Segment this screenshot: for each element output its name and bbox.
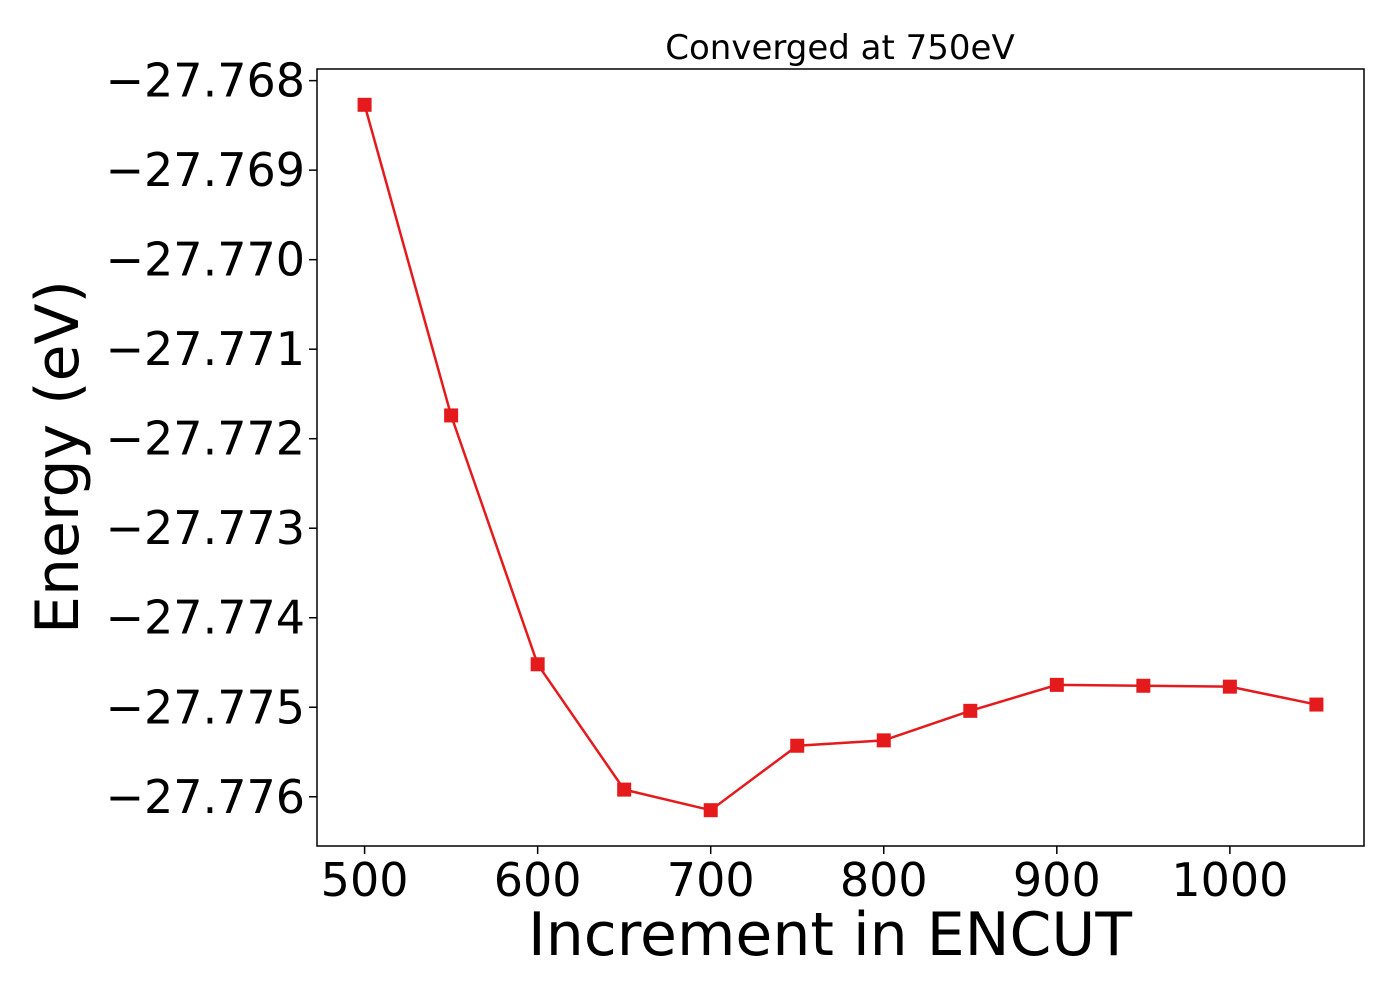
- x-axis: 500 600 700 800 900 1000: [321, 846, 1288, 907]
- y-tick-label: −27.771: [106, 322, 306, 376]
- y-tick-label: −27.773: [106, 501, 306, 555]
- data-point: [1136, 678, 1151, 693]
- x-tick-label: 1000: [1171, 853, 1288, 907]
- data-point: [357, 97, 372, 112]
- data-point: [530, 657, 545, 672]
- y-tick-label: −27.774: [106, 591, 306, 645]
- y-tick-label: −27.775: [106, 680, 306, 734]
- series-layer: [357, 97, 1324, 818]
- y-tick-label: −27.770: [106, 233, 306, 287]
- y-axis: −27.768 −27.769 −27.770 −27.771 −27.772 −27.7…: [106, 54, 317, 824]
- data-point: [963, 703, 978, 718]
- data-point: [1049, 677, 1064, 692]
- x-tick-label: 900: [1013, 853, 1101, 907]
- series-line: [363, 104, 1317, 812]
- data-point: [876, 733, 891, 748]
- data-point: [703, 803, 718, 818]
- y-tick-label: −27.768: [106, 54, 306, 108]
- y-axis-label: Energy (eV): [23, 280, 93, 634]
- data-point: [1222, 679, 1237, 694]
- y-tick-label: −27.772: [106, 412, 306, 466]
- x-tick-label: 700: [667, 853, 755, 907]
- y-tick-label: −27.769: [106, 143, 306, 197]
- x-tick-label: 600: [494, 853, 582, 907]
- data-point: [790, 738, 805, 753]
- plot-frame: [316, 68, 1365, 847]
- x-tick-label: 800: [840, 853, 928, 907]
- data-point: [617, 782, 632, 797]
- x-tick-label: 500: [321, 853, 409, 907]
- y-tick-label: −27.776: [106, 770, 306, 824]
- chart-title: Converged at 750eV: [665, 28, 1014, 68]
- x-axis-label: Increment in ENCUT: [528, 900, 1132, 970]
- data-point: [1309, 697, 1324, 712]
- data-point: [444, 408, 459, 423]
